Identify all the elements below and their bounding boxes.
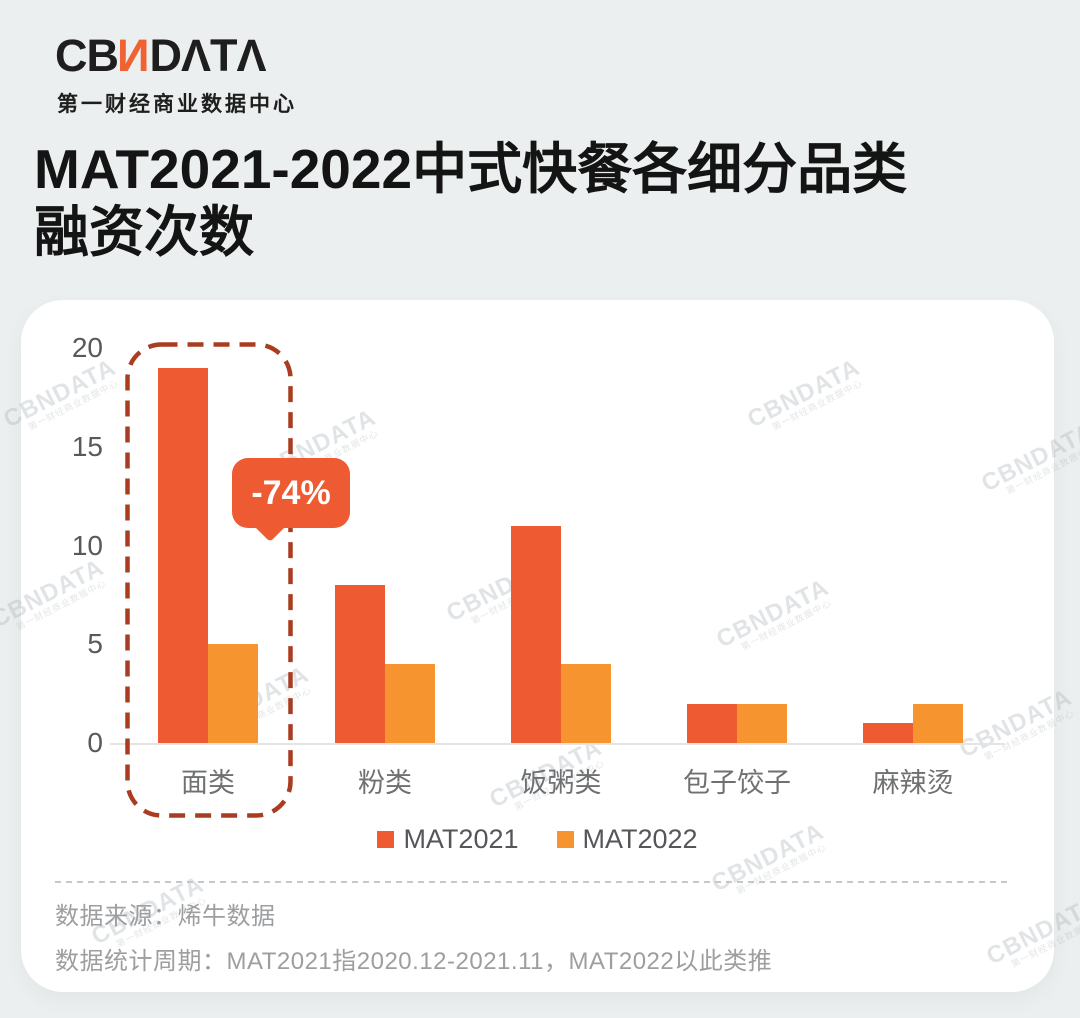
logo-orange-n-icon: N [118,30,150,81]
chart-legend: MAT2021 MAT2022 [21,824,1054,855]
bar-mat2022-饭粥类 [561,664,611,743]
bar-mat2022-面类 [208,644,258,743]
category-label: 麻辣烫 [872,768,954,798]
bar-mat2021-粉类 [335,585,385,743]
bar-mat2022-包子饺子 [737,703,787,743]
legend-swatch-icon [556,831,574,848]
category-label: 饭粥类 [520,768,602,798]
page-title-line2: 融资次数 [34,201,255,263]
legend-swatch-icon [377,831,395,848]
chart-card: 0 5 10 15 20 面类 粉类 饭粥类 包子饺子 麻辣烫 MAT2021 MAT2022 -74%… [21,300,1054,992]
category-label: 粉类 [358,768,412,798]
logo-subtitle: 第一财经商业数据中心 [57,93,297,116]
bar-mat2021-麻辣烫 [863,723,913,743]
bar-mat2021-饭粥类 [511,525,561,743]
y-axis-tick-label: 10 [71,529,103,561]
category-label: 面类 [181,768,235,798]
data-source-text: 数据来源：烯牛数据 [55,903,276,930]
legend-label: MAT2022 [582,824,698,854]
page-title-line1: MAT2021-2022中式快餐各细分品类 [34,138,908,200]
category-label: 包子饺子 [683,768,791,798]
y-axis-tick-label: 5 [87,628,103,660]
logo-text-cb: CB [55,30,119,81]
y-axis-tick-label: 15 [71,430,103,462]
footer-dashed-separator [55,881,1010,883]
highlight-dashed-box [125,342,293,818]
logo-text-data: DΛTΛ [149,30,267,81]
dashed-border-icon [125,342,293,818]
bar-mat2021-面类 [158,367,208,743]
page-title: MAT2021-2022中式快餐各细分品类 融资次数 [34,138,907,264]
y-axis-tick-label: 0 [87,727,103,758]
x-axis-line [110,743,1005,745]
data-period-text: 数据统计周期：MAT2021指2020.12-2021.11，MAT2022以此… [55,948,773,975]
legend-item-mat2022: MAT2022 [556,824,698,855]
bar-mat2022-麻辣烫 [913,703,963,743]
legend-label: MAT2021 [403,824,519,854]
bar-chart: 0 5 10 15 20 面类 粉类 饭粥类 包子饺子 麻辣烫 MAT2021 MAT2022 -74%… [21,300,1054,992]
change-callout-bubble: -74% [232,458,350,542]
legend-item-mat2021: MAT2021 [377,824,519,855]
cbndata-logo: CBNDΛTΛ [55,30,267,81]
y-axis-tick-label: 20 [71,332,103,363]
bar-mat2022-粉类 [385,664,435,743]
bar-mat2021-包子饺子 [687,703,737,743]
